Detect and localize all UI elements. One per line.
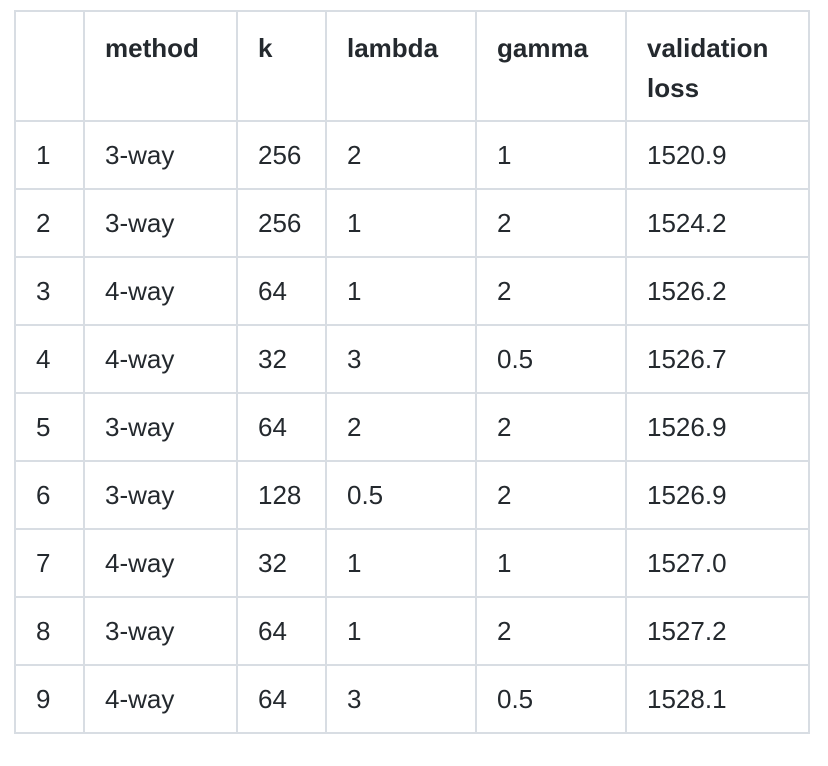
lambda-cell: 1: [325, 256, 477, 326]
method-cell: 3-way: [83, 188, 238, 258]
gamma-cell: 0.5: [475, 324, 627, 394]
lambda-cell: 1: [325, 188, 477, 258]
k-header: k: [236, 10, 327, 122]
method-header: method: [83, 10, 238, 122]
row-index-cell: 2: [14, 188, 85, 258]
k-cell: 64: [236, 392, 327, 462]
table-row: 9 4-way 64 3 0.5 1528.1: [14, 664, 810, 734]
method-cell: 4-way: [83, 664, 238, 734]
table-body: 1 3-way 256 2 1 1520.9 2 3-way 256 1 2 1524.2 3 4-way…: [14, 120, 810, 734]
lambda-cell: 1: [325, 596, 477, 666]
method-cell: 4-way: [83, 256, 238, 326]
validation-loss-cell: 1527.2: [625, 596, 810, 666]
k-cell: 64: [236, 596, 327, 666]
validation-loss-cell: 1526.7: [625, 324, 810, 394]
header-row: method k lambda gamma validation loss: [14, 10, 810, 122]
validation-loss-cell: 1520.9: [625, 120, 810, 190]
row-index-cell: 3: [14, 256, 85, 326]
table-container: method k lambda gamma validation loss 1 3-way…: [14, 10, 810, 734]
k-cell: 256: [236, 120, 327, 190]
validation-loss-cell: 1524.2: [625, 188, 810, 258]
row-index-cell: 9: [14, 664, 85, 734]
lambda-header: lambda: [325, 10, 477, 122]
index-header: [14, 10, 85, 122]
k-cell: 32: [236, 324, 327, 394]
k-cell: 128: [236, 460, 327, 530]
validation-loss-header: validation loss: [625, 10, 810, 122]
gamma-cell: 2: [475, 392, 627, 462]
validation-loss-cell: 1526.2: [625, 256, 810, 326]
validation-loss-cell: 1526.9: [625, 392, 810, 462]
gamma-cell: 2: [475, 256, 627, 326]
lambda-cell: 1: [325, 528, 477, 598]
lambda-cell: 2: [325, 392, 477, 462]
gamma-header: gamma: [475, 10, 627, 122]
table-row: 4 4-way 32 3 0.5 1526.7: [14, 324, 810, 394]
gamma-cell: 1: [475, 120, 627, 190]
lambda-cell: 3: [325, 664, 477, 734]
results-table: method k lambda gamma validation loss 1 3-way…: [14, 10, 810, 734]
row-index-cell: 7: [14, 528, 85, 598]
gamma-cell: 2: [475, 460, 627, 530]
method-cell: 3-way: [83, 460, 238, 530]
lambda-cell: 0.5: [325, 460, 477, 530]
k-cell: 64: [236, 664, 327, 734]
row-index-cell: 5: [14, 392, 85, 462]
table-row: 2 3-way 256 1 2 1524.2: [14, 188, 810, 258]
gamma-cell: 2: [475, 188, 627, 258]
table-header: method k lambda gamma validation loss: [14, 10, 810, 122]
table-row: 8 3-way 64 1 2 1527.2: [14, 596, 810, 666]
method-cell: 4-way: [83, 324, 238, 394]
method-cell: 3-way: [83, 392, 238, 462]
table-row: 5 3-way 64 2 2 1526.9: [14, 392, 810, 462]
k-cell: 256: [236, 188, 327, 258]
row-index-cell: 1: [14, 120, 85, 190]
method-cell: 4-way: [83, 528, 238, 598]
lambda-cell: 2: [325, 120, 477, 190]
validation-loss-cell: 1527.0: [625, 528, 810, 598]
table-row: 6 3-way 128 0.5 2 1526.9: [14, 460, 810, 530]
table-row: 1 3-way 256 2 1 1520.9: [14, 120, 810, 190]
row-index-cell: 6: [14, 460, 85, 530]
lambda-cell: 3: [325, 324, 477, 394]
gamma-cell: 1: [475, 528, 627, 598]
method-cell: 3-way: [83, 120, 238, 190]
gamma-cell: 2: [475, 596, 627, 666]
row-index-cell: 4: [14, 324, 85, 394]
table-row: 7 4-way 32 1 1 1527.0: [14, 528, 810, 598]
table-row: 3 4-way 64 1 2 1526.2: [14, 256, 810, 326]
row-index-cell: 8: [14, 596, 85, 666]
validation-loss-cell: 1526.9: [625, 460, 810, 530]
k-cell: 32: [236, 528, 327, 598]
method-cell: 3-way: [83, 596, 238, 666]
k-cell: 64: [236, 256, 327, 326]
validation-loss-cell: 1528.1: [625, 664, 810, 734]
gamma-cell: 0.5: [475, 664, 627, 734]
